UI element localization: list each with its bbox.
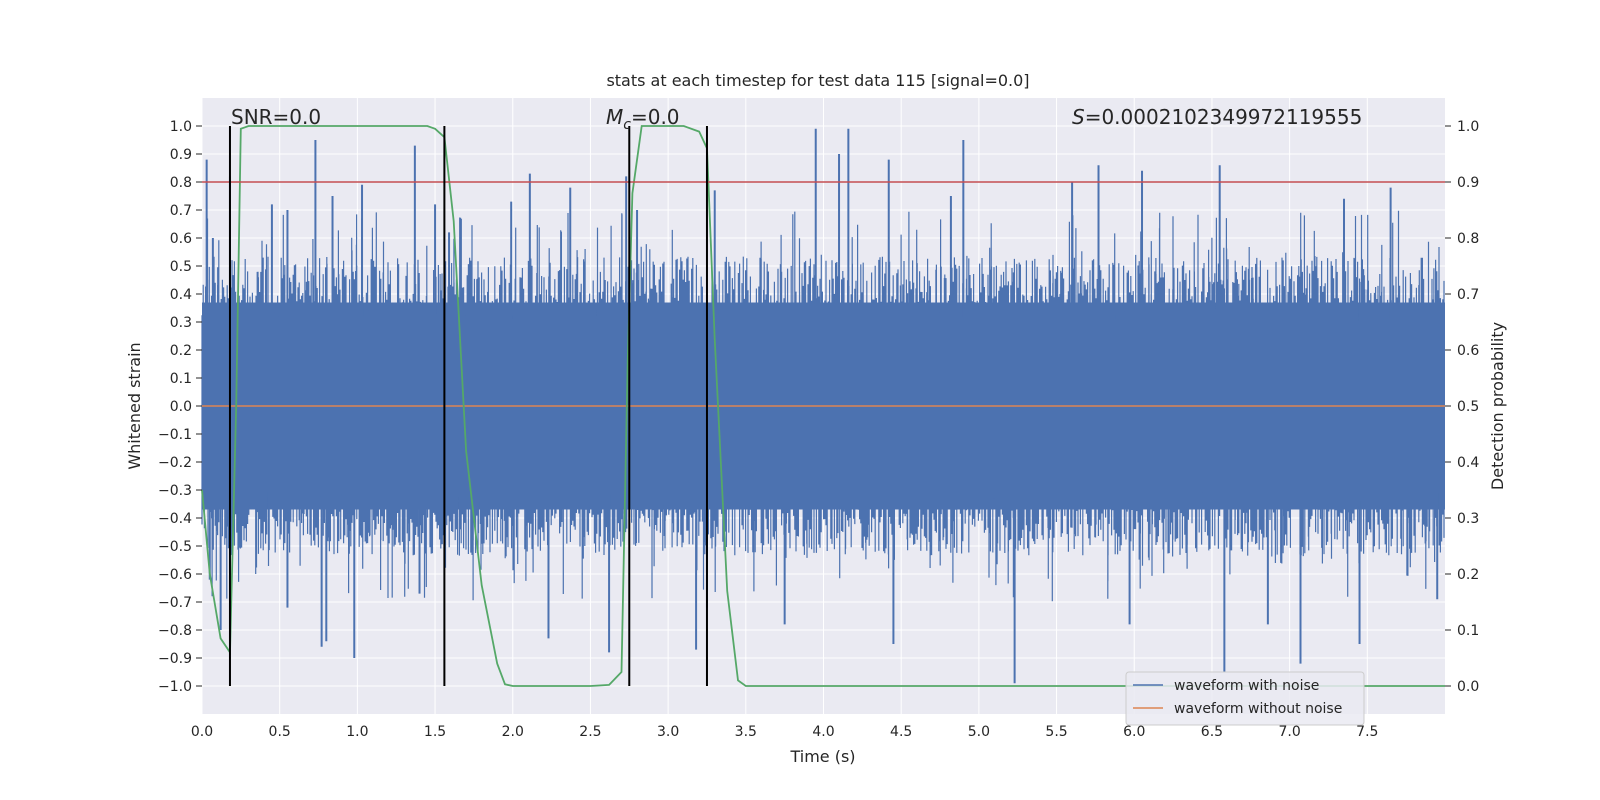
- x-axis-label: Time (s): [789, 747, 855, 766]
- x-tick-label: 1.5: [424, 724, 446, 740]
- y-left-tick-label: −0.4: [158, 511, 192, 527]
- y-left-tick-label: −0.2: [158, 455, 192, 471]
- x-tick-label: 7.0: [1278, 724, 1300, 740]
- y-left-tick-label: 0.8: [170, 175, 192, 191]
- y-left-tick-label: 0.0: [170, 399, 192, 415]
- x-tick-label: 4.0: [812, 724, 834, 740]
- x-tick-label: 2.5: [579, 724, 601, 740]
- legend-label-noise: waveform with noise: [1174, 678, 1319, 694]
- s-value: =0.0002102349972119555: [1085, 105, 1363, 129]
- y-left-tick-label: −0.9: [158, 651, 192, 667]
- y-right-tick-label: 0.0: [1457, 679, 1479, 695]
- y-right-tick-label: 0.1: [1457, 623, 1479, 639]
- y-right-tick-label: 0.3: [1457, 511, 1479, 527]
- legend-box: [1125, 671, 1365, 726]
- x-tick-label: 2.0: [502, 724, 524, 740]
- y-left-tick-label: 0.2: [170, 343, 192, 359]
- y-left-tick-label: −0.7: [158, 595, 192, 611]
- y-left-tick-label: 0.4: [170, 287, 192, 303]
- x-tick-label: 5.0: [968, 724, 990, 740]
- y-left-tick-label: 0.6: [170, 231, 192, 247]
- y-left-tick-labels: 1.0 0.9 0.8 0.7 0.6 0.5 0.4 0.3 0.2 0.1 0.0 −0.1 −0.…: [158, 119, 202, 695]
- x-tick-label: 5.5: [1045, 724, 1067, 740]
- x-tick-label: 3.0: [657, 724, 679, 740]
- detection-probability-line: [201, 125, 1445, 687]
- y-left-tick-label: 0.5: [170, 259, 192, 275]
- mc-value: =0.0: [631, 105, 680, 129]
- s-symbol: S: [1072, 105, 1085, 129]
- y-right-tick-label: 0.6: [1457, 343, 1479, 359]
- x-tick-label: 1.0: [346, 724, 368, 740]
- y-left-axis-label: Whitened strain: [125, 342, 144, 469]
- x-tick-label: 3.5: [735, 724, 757, 740]
- chart-title: stats at each timestep for test data 115…: [606, 71, 1029, 90]
- y-left-tick-label: 0.9: [170, 147, 192, 163]
- x-tick-label: 6.0: [1123, 724, 1145, 740]
- s-annotation: S=0.0002102349972119555: [1072, 105, 1362, 129]
- y-left-tick-label: −0.5: [158, 539, 192, 555]
- y-left-tick-label: −0.8: [158, 623, 192, 639]
- x-tick-label: 7.5: [1356, 724, 1378, 740]
- snr-annotation: SNR=0.0: [231, 105, 321, 129]
- y-left-tick-label: 0.7: [170, 203, 192, 219]
- x-tick-label: 4.5: [890, 724, 912, 740]
- y-left-tick-label: 1.0: [170, 119, 192, 135]
- y-right-tick-labels: 1.0 0.9 0.8 0.7 0.6 0.5 0.4 0.3 0.2 0.1 0.0: [1445, 119, 1479, 695]
- y-right-tick-label: 0.7: [1457, 287, 1479, 303]
- y-right-tick-label: 0.8: [1457, 231, 1479, 247]
- legend-label-clean: waveform without noise: [1174, 701, 1342, 717]
- mc-symbol: M: [606, 105, 623, 129]
- y-left-tick-label: 0.1: [170, 371, 192, 387]
- data-layer: [201, 125, 1445, 687]
- y-left-tick-label: −0.3: [158, 483, 192, 499]
- y-right-tick-label: 0.5: [1457, 399, 1479, 415]
- y-right-tick-label: 1.0: [1457, 119, 1479, 135]
- x-tick-labels: 0.0 0.5 1.0 1.5 2.0 2.5 3.0 3.5 4.0 4.5 5.0 5.5 6.0 6…: [191, 724, 1379, 740]
- x-tick-label: 0.5: [269, 724, 291, 740]
- y-left-tick-label: −0.6: [158, 567, 192, 583]
- y-left-tick-label: 0.3: [170, 315, 192, 331]
- y-right-tick-label: 0.2: [1457, 567, 1479, 583]
- mc-subscript: c: [623, 117, 631, 133]
- x-tick-label: 6.5: [1201, 724, 1223, 740]
- noise-waveform-spikes: [201, 210, 1445, 602]
- y-right-axis-label: Detection probability: [1488, 322, 1507, 490]
- x-tick-label: 0.0: [191, 724, 213, 740]
- mc-annotation: Mc=0.0: [606, 105, 680, 133]
- legend: waveform with noise waveform without noi…: [1125, 671, 1365, 726]
- y-left-tick-label: −1.0: [158, 679, 192, 695]
- y-right-tick-label: 0.9: [1457, 175, 1479, 191]
- y-right-tick-label: 0.4: [1457, 455, 1479, 471]
- y-left-tick-label: −0.1: [158, 427, 192, 443]
